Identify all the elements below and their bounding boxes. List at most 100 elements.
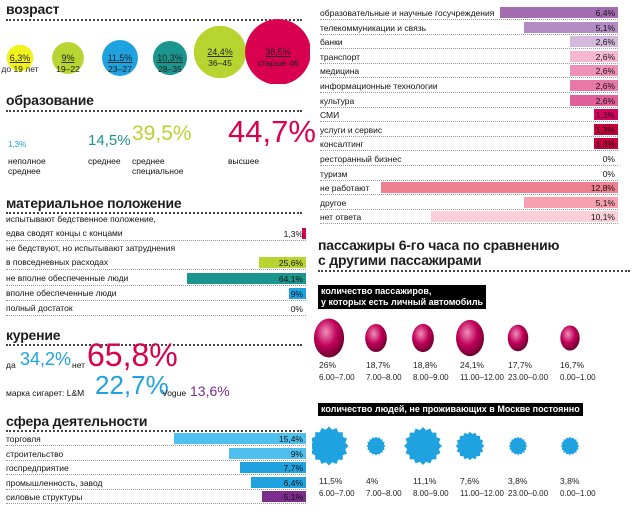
sphere2-row-label: медицина <box>320 66 360 77</box>
car-owners-pct: 26% <box>319 360 336 370</box>
car-owners-bubble <box>507 324 529 352</box>
age-bubble-label: 23–27 <box>108 64 132 74</box>
sphere2-row-value: 1,3% <box>595 139 615 150</box>
sphere2-row-bar <box>431 211 618 223</box>
education-label: среднее специальное <box>132 156 184 176</box>
material-title: материальное положение <box>6 195 182 211</box>
sphere2-row-value: 2,6% <box>595 66 615 77</box>
sphere2-row-value: 2,6% <box>595 95 615 106</box>
age-bubble <box>52 42 84 74</box>
age-bubble <box>193 25 247 79</box>
smoking-title: курение <box>6 327 61 343</box>
sphere2-row-label: услуги и сервис <box>320 124 383 135</box>
education-value: 14,5% <box>88 132 131 149</box>
sphere-row-label: торговля <box>6 434 41 444</box>
non-moscow-time: 11.00–12.00 <box>460 489 504 498</box>
sphere2-row-label: туризм <box>320 168 348 179</box>
sphere-row-bar <box>262 491 306 502</box>
material-row-label: вполне обеспеченные люди <box>6 288 117 298</box>
sphere2-row-rule <box>320 92 618 93</box>
non-moscow-bubble <box>404 427 442 465</box>
non-moscow-pct: 3,8% <box>560 476 580 486</box>
material-row-rule <box>6 315 306 316</box>
sphere-row-value: 9% <box>290 448 303 459</box>
non-moscow-bubble <box>455 431 485 461</box>
sphere2-row-label: образовательные и научные госучреждения <box>320 8 495 18</box>
education-label: среднее <box>88 156 121 166</box>
sphere2-row-bar <box>569 80 618 91</box>
non-moscow-bubble <box>366 436 386 456</box>
car-owners-bubble-chart: 26% 6.00–7.00 18,7% 7.00–8.00 18,8% 8.00–9.00… <box>313 318 596 382</box>
age-bubble-pct: 38,5% <box>265 47 291 57</box>
car-owners-pct: 24,1% <box>460 360 485 370</box>
sphere2-row-bar <box>523 21 618 33</box>
lm-value: 22,7% <box>95 370 169 400</box>
age-title: возраст <box>6 1 60 17</box>
material-row-value: 64,1% <box>278 274 303 284</box>
age-bubble <box>245 19 310 84</box>
sphere-row-bar <box>173 433 306 444</box>
age-bubble <box>102 40 138 76</box>
sphere2-row-rule <box>320 223 618 225</box>
sphere2-row-rule <box>320 19 618 20</box>
sphere2-row-rule <box>320 179 618 181</box>
sphere2-row-bar <box>569 50 618 62</box>
sphere-row-label: госпредприятие <box>6 463 69 473</box>
education-rule <box>6 110 302 112</box>
material-row-value: 25,6% <box>278 258 303 268</box>
cigarette-brand-label: марка сигарет: L&M <box>6 388 85 398</box>
age-bubble-label: 36–45 <box>208 58 232 68</box>
sphere-row-rule <box>6 503 306 504</box>
car-owners-time: 23.00–0.00 <box>508 373 549 382</box>
smoking-yes-value: 34,2% <box>20 349 72 369</box>
non-moscow-time: 6.00–7.00 <box>319 489 355 498</box>
car-owners-time: 6.00–7.00 <box>319 373 355 382</box>
material-row-rule <box>6 269 306 270</box>
sphere2-row-bar <box>523 196 618 208</box>
sphere2-row-label: транспорт <box>320 51 361 62</box>
non-moscow-pct: 11,5% <box>319 476 343 486</box>
sphere-row-bar <box>250 476 306 488</box>
sphere2-row-rule <box>320 135 618 137</box>
age-bubble-pct: 11,5% <box>108 53 133 63</box>
sphere2-row-bar <box>593 138 618 150</box>
sphere2-row-bar <box>593 123 618 135</box>
car-owners-time: 11.00–12.00 <box>460 373 504 382</box>
sphere2-row-value: 2,6% <box>595 37 615 48</box>
education-value: 1,3% <box>8 140 27 149</box>
sphere2-row-value: 1,3% <box>595 124 615 135</box>
sphere-row-bar <box>239 462 306 473</box>
sphere2-row-label: консалтинг <box>320 139 364 150</box>
age-bubble <box>152 40 188 76</box>
sphere2-row-label: телекоммуникации и связь <box>320 22 427 33</box>
sphere2-row-bar <box>593 109 618 121</box>
material-rule <box>6 212 302 214</box>
sphere2-row-rule <box>320 121 618 123</box>
smoking-no-label: нет <box>72 360 86 370</box>
sphere-row-value: 15,4% <box>278 434 303 444</box>
age-bubble-pct: 6,3% <box>10 53 31 63</box>
sphere2-row-rule <box>320 150 618 152</box>
material-row-value: 1,3% <box>283 229 303 239</box>
sphere-row-label: строительство <box>6 448 64 459</box>
smoking-yes-label: да <box>6 360 16 370</box>
sphere2-row-value: 5,1% <box>595 22 615 33</box>
sphere2-row-value: 0% <box>602 168 615 179</box>
education-title: образование <box>6 92 94 108</box>
sphere2-row-value: 2,6% <box>595 81 615 91</box>
sphere2-row-label: банки <box>320 37 343 48</box>
sphere2-row-rule <box>320 77 618 79</box>
age-rule <box>6 19 302 21</box>
sphere2-row-label: нет ответа <box>320 212 362 223</box>
car-owners-bubble <box>412 323 434 353</box>
vogue-value: 13,6% <box>190 383 230 399</box>
sphere2-row-rule <box>320 194 618 196</box>
material-row-rule <box>6 285 306 286</box>
education-value: 44,7% <box>228 114 316 149</box>
sphere2-row-label: ресторанный бизнес <box>320 154 402 164</box>
age-bubble-label: 28–35 <box>158 64 182 74</box>
sphere2-row-value: 1,3% <box>595 110 615 121</box>
age-bubble-label: до 19 лет <box>1 64 38 74</box>
comparison-rule <box>318 270 630 272</box>
sphere-row-value: 6,4% <box>283 477 303 488</box>
